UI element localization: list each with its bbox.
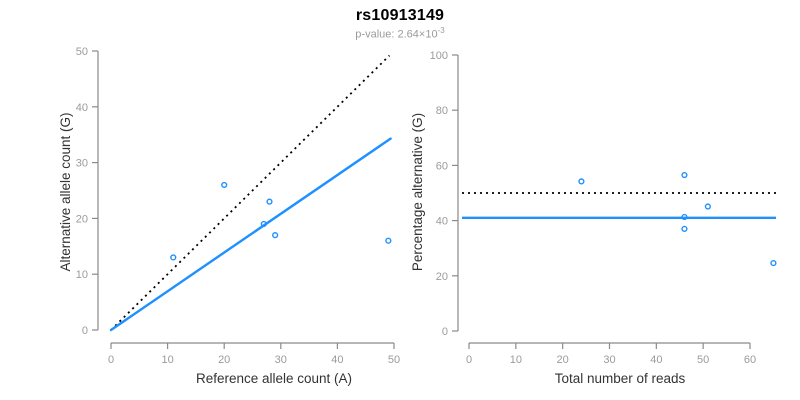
data-point — [385, 237, 392, 244]
x-tick-label: 30 — [603, 354, 615, 366]
y-tick-label: 100 — [430, 50, 448, 62]
data-point — [221, 181, 228, 189]
y-tick-label: 0 — [442, 326, 448, 338]
y-tick-label: 80 — [436, 105, 448, 117]
data-point — [681, 171, 688, 179]
x-tick-label: 10 — [161, 354, 173, 366]
x-tick-label: 60 — [744, 354, 756, 366]
plot-title: rs10913149 — [355, 7, 445, 24]
identity-line — [110, 54, 391, 331]
y-tick-label: 50 — [76, 46, 88, 58]
data-point — [681, 225, 688, 232]
data-point — [578, 178, 585, 185]
x-tick-label: 50 — [697, 354, 709, 366]
x-tick-label: 20 — [218, 354, 230, 366]
x-axis-title: Total number of reads — [555, 371, 686, 386]
chart-panel-right: 0 20 40 60 80 100 0 10 20 30 40 50 60 Total number of… — [410, 50, 777, 386]
y-tick-label: 60 — [436, 160, 448, 172]
data-point — [272, 232, 279, 239]
data-point — [704, 203, 711, 210]
y-tick-label: 0 — [82, 325, 88, 337]
y-tick-label: 20 — [76, 213, 88, 225]
x-tick-label: 0 — [108, 354, 114, 366]
x-tick-label: 40 — [650, 354, 662, 366]
y-tick-label: 10 — [76, 269, 88, 281]
data-point — [681, 213, 688, 221]
chart-panel-left: 0 10 20 30 40 50 0 10 20 30 40 50 Reference allele c… — [58, 46, 400, 386]
x-tick-label: 40 — [331, 354, 343, 366]
y-tick-label: 30 — [76, 158, 88, 170]
x-tick-label: 10 — [510, 354, 522, 366]
x-tick-label: 20 — [557, 354, 569, 366]
x-tick-label: 0 — [466, 354, 472, 366]
y-tick-label: 20 — [436, 271, 448, 283]
data-point — [266, 198, 273, 205]
y-axis-title: Alternative allele count (G) — [58, 112, 73, 271]
x-axis-title: Reference allele count (A) — [196, 371, 352, 386]
data-point — [170, 254, 177, 261]
y-tick-label: 40 — [76, 102, 88, 114]
plot-subtitle: p-value: 2.64×10-3 — [0, 26, 800, 41]
data-point — [260, 220, 267, 228]
pvalue-exponent: -3 — [437, 26, 445, 35]
x-tick-label: 50 — [388, 354, 400, 366]
pvalue-text: p-value: 2.64×10 — [355, 28, 438, 41]
y-tick-label: 40 — [436, 216, 448, 228]
data-point — [770, 260, 777, 267]
y-axis-title: Percentage alternative (G) — [410, 113, 425, 271]
x-tick-label: 30 — [275, 354, 287, 366]
fit-line — [109, 137, 392, 332]
